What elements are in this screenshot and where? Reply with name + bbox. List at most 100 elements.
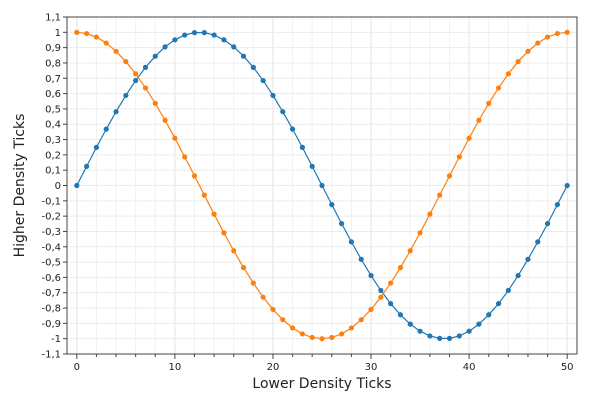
series-1-point <box>182 32 188 38</box>
series-2-point <box>319 336 325 342</box>
series-2-point <box>397 265 404 271</box>
series-1-point <box>525 256 531 262</box>
series-2-point <box>142 85 149 91</box>
y-tick-label: -0,1 <box>41 196 61 207</box>
series-2-point <box>554 30 560 37</box>
series-2-point <box>201 192 207 198</box>
series-1-point <box>427 333 433 339</box>
series-1-point <box>299 144 305 150</box>
series-2-point <box>329 334 335 341</box>
series-2-point <box>505 71 511 77</box>
series-1-point <box>564 182 570 189</box>
series-1-point <box>172 37 178 43</box>
y-tick-label: -1 <box>51 334 61 345</box>
series-1-point <box>554 202 560 208</box>
y-tick-label: -0,7 <box>41 288 61 299</box>
series-1-point <box>456 333 462 339</box>
series-1-point <box>358 256 364 262</box>
series-2-point <box>486 100 492 106</box>
series-1-point <box>544 221 551 227</box>
series-2-point <box>358 317 364 323</box>
series-1-point <box>280 109 286 115</box>
series-2-point <box>162 117 168 123</box>
series-1-point <box>289 126 296 132</box>
series-1-point <box>495 301 502 307</box>
y-tick-label: -0,2 <box>41 212 61 223</box>
series-2-point <box>299 331 305 337</box>
series-1-point <box>93 144 100 150</box>
series-2-point <box>388 280 394 286</box>
series-2-point <box>368 306 374 313</box>
series-2-point <box>417 230 423 236</box>
series-2-point <box>211 211 217 217</box>
series-1-point <box>446 335 453 341</box>
series-2-point <box>535 40 541 46</box>
series-2-point <box>437 192 443 198</box>
series-2-point <box>495 85 502 91</box>
series-2-point <box>93 34 100 40</box>
series-2 <box>74 29 570 342</box>
x-tick-label: 40 <box>463 362 476 373</box>
series-1-point <box>309 163 315 169</box>
series-2-point <box>289 325 296 331</box>
series-1-point <box>397 312 404 318</box>
series-1-point <box>191 30 198 36</box>
y-tick-label: 0,8 <box>45 58 61 69</box>
series-2-point <box>378 294 384 300</box>
y-tick-label: 0,5 <box>45 104 61 115</box>
series-1-point <box>231 44 237 50</box>
series-1-point <box>407 321 413 327</box>
x-tick-label: 30 <box>365 362 378 373</box>
series-1-point <box>162 44 168 50</box>
series-1-point <box>535 239 541 245</box>
series-1-point <box>505 287 511 294</box>
series-2-point <box>466 135 472 141</box>
series-2-point <box>339 331 345 337</box>
series-2-point <box>152 100 158 106</box>
series-1-point <box>260 77 266 84</box>
y-tick-label: 0,2 <box>45 150 61 161</box>
y-tick-label: 0,6 <box>45 89 61 100</box>
series-1-point <box>240 53 247 59</box>
series-1-point <box>84 163 90 169</box>
series-2-point <box>456 154 462 160</box>
series-2-point <box>123 58 129 65</box>
series-1-point <box>103 126 109 132</box>
series-2-point <box>407 248 413 254</box>
series-2-point <box>476 117 482 123</box>
series-1-point <box>113 109 119 115</box>
series-2-point <box>446 173 453 179</box>
x-tick-label: 50 <box>561 362 574 373</box>
y-axis-title: Higher Density Ticks <box>12 114 28 258</box>
series-1-point <box>250 64 256 70</box>
y-tick-label: -1,1 <box>41 350 61 361</box>
y-tick-label: 0,4 <box>45 120 61 131</box>
series-2-point <box>74 29 80 35</box>
series-2-point <box>309 334 315 341</box>
series-2-point <box>525 48 531 54</box>
series-1-point <box>515 272 521 279</box>
series-2-point <box>113 48 119 54</box>
y-tick-label: 0 <box>55 181 61 192</box>
x-tick-label: 20 <box>267 362 280 373</box>
series-1-point <box>329 202 335 208</box>
series-2-point <box>231 248 237 254</box>
y-tick-label: -0,3 <box>41 227 61 238</box>
series-1-point <box>437 335 443 341</box>
y-tick-label: -0,8 <box>41 304 61 315</box>
series-1-point <box>339 221 345 227</box>
series-1-point <box>133 77 139 84</box>
series-1 <box>74 30 570 341</box>
series-1-point <box>74 182 80 189</box>
series-2-point <box>172 135 178 141</box>
grid-lines <box>67 16 577 355</box>
series-1-point <box>123 92 129 99</box>
series-1-point <box>201 30 207 36</box>
series-1-point <box>152 53 158 59</box>
series-2-point <box>240 265 247 271</box>
series-1-point <box>378 287 384 294</box>
series-1-point <box>221 37 227 43</box>
y-tick-label: 0,1 <box>45 166 61 177</box>
series-2-point <box>133 71 139 77</box>
series-2-point <box>280 317 286 323</box>
